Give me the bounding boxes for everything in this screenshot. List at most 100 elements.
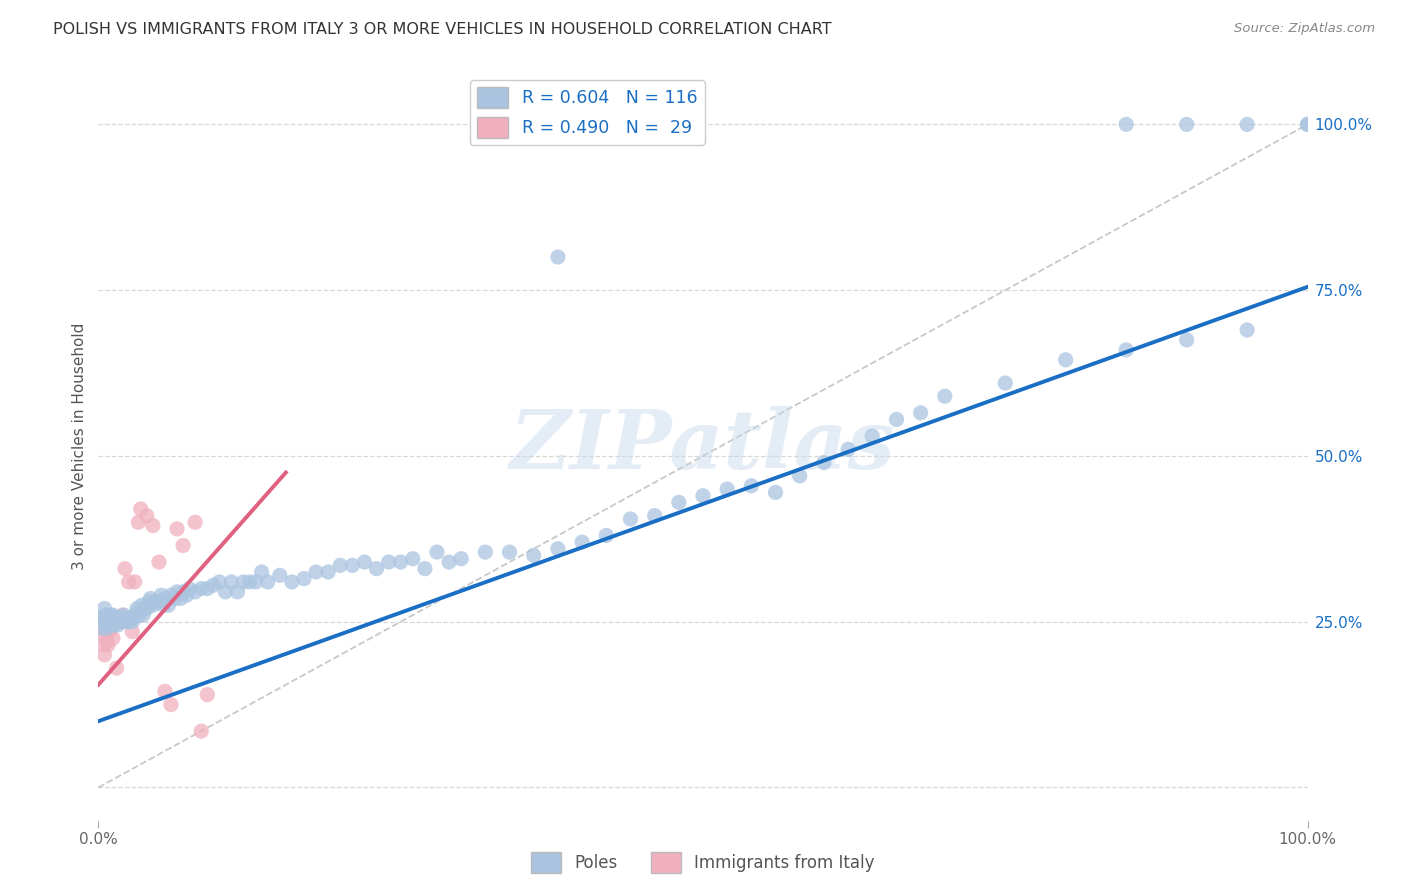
Point (128, 608, 150, 623)
Point (619, 512, 641, 526)
Point (103, 618, 125, 632)
Point (413, 562, 436, 576)
Point (179, 582, 201, 596)
Point (342, 558, 364, 573)
Point (644, 508, 666, 523)
Point (148, 555, 170, 569)
Point (90, 611, 112, 625)
Point (100, 621, 122, 635)
Point (184, 585, 207, 599)
Point (143, 595, 166, 609)
Point (232, 574, 254, 589)
Point (160, 588, 183, 602)
Point (93, 601, 115, 615)
Point (160, 698, 183, 712)
Point (150, 588, 173, 602)
Point (474, 545, 496, 559)
Point (837, 442, 859, 457)
Point (366, 562, 388, 576)
Point (97, 638, 120, 652)
Point (148, 595, 170, 609)
Point (108, 611, 131, 625)
Point (93, 615, 115, 629)
Point (1115, 117, 1137, 131)
Point (153, 684, 176, 698)
Point (101, 615, 124, 629)
Point (571, 535, 593, 549)
Point (105, 615, 128, 629)
Point (117, 611, 139, 625)
Point (1175, 117, 1198, 131)
Point (118, 574, 141, 589)
Point (138, 595, 160, 609)
Point (1236, 323, 1258, 337)
Point (245, 574, 267, 589)
Point (135, 508, 157, 523)
Point (105, 661, 128, 675)
Point (1054, 352, 1077, 367)
Point (124, 574, 146, 589)
Point (886, 412, 908, 426)
Point (157, 598, 180, 612)
Point (100, 611, 122, 625)
Point (716, 482, 738, 496)
Point (934, 389, 956, 403)
Point (910, 406, 932, 420)
Point (142, 518, 165, 533)
Point (111, 611, 134, 625)
Point (139, 591, 162, 606)
Point (450, 551, 472, 566)
Point (1296, 117, 1319, 131)
Point (437, 555, 460, 569)
Point (789, 468, 811, 483)
Point (1236, 117, 1258, 131)
Point (166, 585, 188, 599)
Point (118, 611, 141, 625)
Point (226, 585, 249, 599)
Y-axis label: 3 or more Vehicles in Household: 3 or more Vehicles in Household (72, 322, 87, 570)
Point (118, 615, 141, 629)
Point (402, 551, 425, 566)
Point (329, 558, 352, 573)
Point (190, 582, 212, 596)
Point (122, 611, 145, 625)
Point (740, 479, 762, 493)
Point (668, 495, 690, 509)
Point (124, 608, 146, 623)
Point (103, 615, 125, 629)
Point (860, 429, 883, 443)
Point (426, 545, 449, 559)
Point (112, 608, 135, 623)
Point (163, 591, 186, 606)
Point (108, 611, 131, 625)
Point (96, 634, 118, 648)
Point (101, 632, 124, 646)
Point (1175, 333, 1198, 347)
Point (114, 562, 136, 576)
Point (166, 522, 188, 536)
Point (127, 515, 149, 529)
Point (190, 724, 212, 739)
Point (127, 605, 149, 619)
Point (765, 485, 787, 500)
Point (281, 574, 304, 589)
Point (121, 624, 143, 639)
Point (316, 565, 339, 579)
Point (1296, 117, 1319, 131)
Point (98, 611, 121, 625)
Point (221, 574, 243, 589)
Point (115, 615, 138, 629)
Point (292, 572, 315, 586)
Point (127, 601, 149, 615)
Point (142, 598, 165, 612)
Point (98, 624, 121, 639)
Text: ZIPatlas: ZIPatlas (510, 406, 896, 486)
Point (100, 608, 122, 623)
Point (994, 376, 1017, 390)
Point (176, 588, 198, 602)
Point (595, 528, 617, 542)
Point (107, 618, 129, 632)
Point (93, 648, 115, 662)
Legend: Poles, Immigrants from Italy: Poles, Immigrants from Italy (524, 846, 882, 880)
Point (353, 555, 375, 569)
